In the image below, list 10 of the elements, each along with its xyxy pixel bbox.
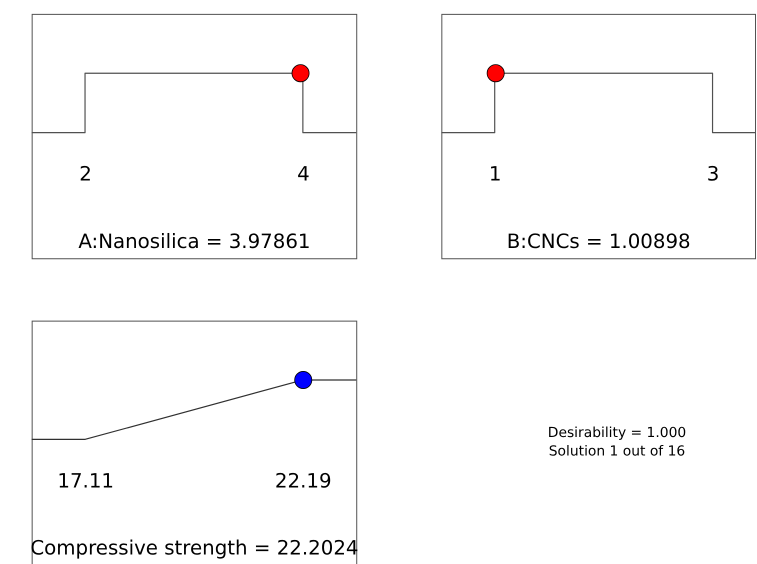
x-tick-label: 3 [706, 162, 720, 186]
x-tick-label: 4 [297, 162, 310, 186]
text: Desirability = 1.000 [548, 424, 686, 441]
x-tick-label: 2 [79, 162, 92, 186]
x-axis-title: A:Nanosilica = 3.97861 [78, 230, 311, 253]
x-tick-label: 22.19 [274, 469, 332, 492]
x-tick-label: 17.11 [57, 469, 114, 492]
x-axis-title: B:CNCs = 1.00898 [506, 230, 691, 253]
x-tick-label: 1 [488, 162, 502, 186]
text: Solution 1 out of 16 [548, 444, 686, 460]
